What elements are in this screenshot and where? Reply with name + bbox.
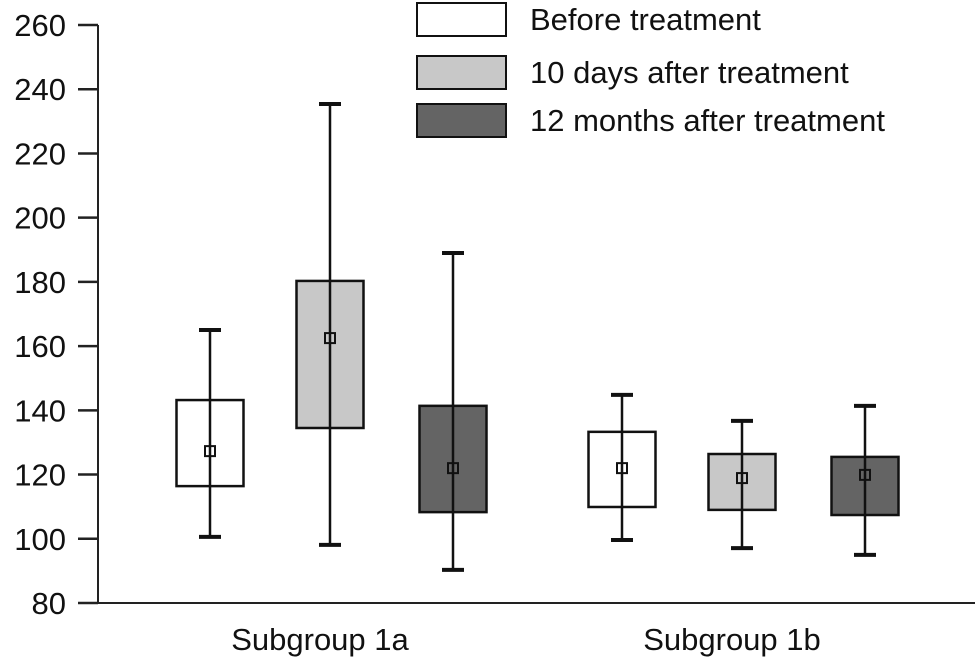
box-1-subgroup-1b: [587, 392, 657, 543]
mean-marker: [616, 462, 628, 475]
y-axis: 80 100 120 140 160 180 200 220 240 260: [14, 8, 99, 621]
box-2-subgroup-1b: [707, 418, 777, 551]
mean-marker: [324, 332, 336, 345]
legend: Before treatment 10 days after treatment 1…: [416, 2, 885, 138]
x-category-label: Subgroup 1b: [643, 622, 821, 657]
y-tick-label: 140: [14, 393, 66, 428]
y-tick-label: 240: [14, 72, 66, 107]
y-tick-label: 220: [14, 136, 66, 171]
x-category-label: Subgroup 1a: [231, 622, 409, 657]
legend-label: 10 days after treatment: [530, 55, 849, 90]
legend-item: Before treatment: [416, 2, 761, 37]
legend-label: 12 months after treatment: [530, 103, 885, 138]
y-tick-label: 120: [14, 458, 66, 493]
y-tick-label: 260: [14, 8, 66, 43]
legend-item: 12 months after treatment: [416, 103, 885, 138]
mean-marker: [447, 462, 459, 475]
legend-swatch: [416, 2, 507, 37]
legend-swatch: [416, 103, 507, 138]
legend-label: Before treatment: [530, 2, 761, 37]
mean-marker: [736, 472, 748, 485]
y-tick-label: 200: [14, 201, 66, 236]
y-tick-label: 180: [14, 265, 66, 300]
mean-marker: [204, 445, 216, 458]
box-1-subgroup-1a: [175, 328, 245, 539]
boxes: [175, 101, 900, 572]
y-tick-label: 80: [32, 586, 66, 621]
box-2-subgroup-1a: [295, 101, 365, 547]
box-3-subgroup-1b: [830, 403, 900, 557]
y-tick-label: 160: [14, 329, 66, 364]
y-tick-label: 100: [14, 522, 66, 557]
mean-marker: [859, 468, 871, 481]
box-3-subgroup-1a: [418, 250, 488, 572]
legend-item: 10 days after treatment: [416, 55, 849, 90]
legend-swatch: [416, 55, 507, 90]
x-axis: Subgroup 1a Subgroup 1b: [98, 602, 975, 657]
